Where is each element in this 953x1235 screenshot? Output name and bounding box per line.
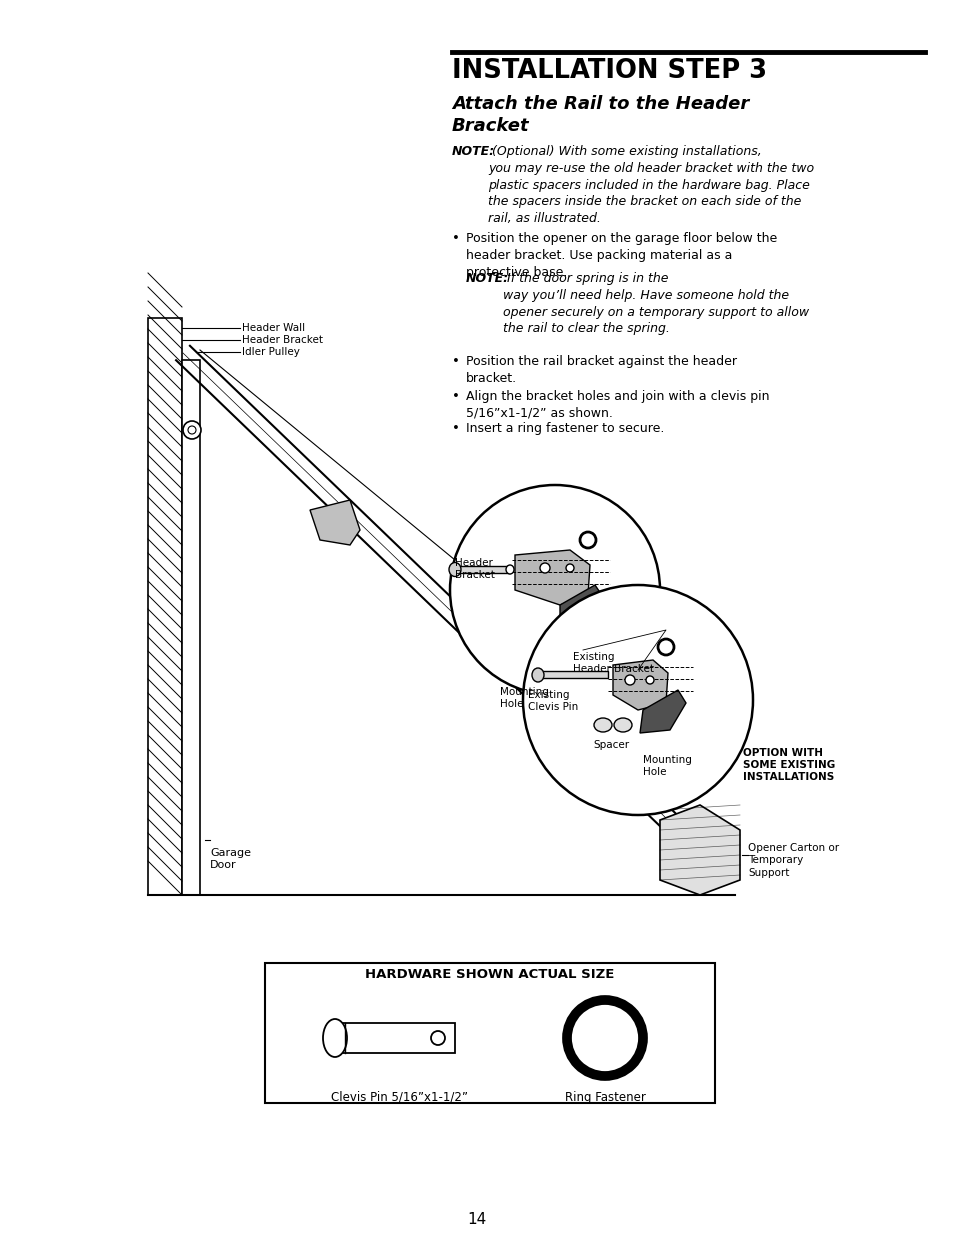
Text: Position the rail bracket against the header
bracket.: Position the rail bracket against the he… [465, 354, 737, 385]
Text: NOTE:: NOTE: [452, 144, 495, 158]
Text: •: • [452, 422, 459, 435]
Circle shape [539, 563, 550, 573]
Polygon shape [613, 659, 667, 710]
Ellipse shape [505, 564, 514, 574]
Ellipse shape [594, 718, 612, 732]
Text: Header Bracket: Header Bracket [242, 335, 323, 345]
Bar [537, 671, 607, 678]
Ellipse shape [532, 668, 543, 682]
Circle shape [582, 535, 593, 545]
Bar [455, 566, 510, 573]
Polygon shape [659, 805, 740, 895]
Bar [335, 1023, 455, 1053]
Circle shape [645, 676, 654, 684]
Text: Mounting
Hole: Mounting Hole [642, 755, 691, 777]
Text: Position the opener on the garage floor below the
header bracket. Use packing ma: Position the opener on the garage floor … [465, 232, 777, 279]
Polygon shape [515, 550, 589, 605]
Polygon shape [639, 690, 685, 734]
Text: (Optional) With some existing installations,
you may re-use the old header brack: (Optional) With some existing installati… [488, 144, 813, 225]
Text: Spacer: Spacer [593, 740, 628, 750]
Text: Insert a ring fastener to secure.: Insert a ring fastener to secure. [465, 422, 663, 435]
Circle shape [566, 1000, 642, 1076]
Ellipse shape [449, 562, 460, 577]
Text: Attach the Rail to the Header
Bracket: Attach the Rail to the Header Bracket [452, 95, 748, 135]
Circle shape [624, 676, 635, 685]
Text: Idler Pulley: Idler Pulley [242, 347, 299, 357]
Text: If the door spring is in the
way you’ll need help. Have someone hold the
opener : If the door spring is in the way you’ll … [502, 272, 808, 336]
Polygon shape [310, 500, 359, 545]
Bar [265, 963, 714, 1103]
Circle shape [565, 564, 574, 572]
Text: NOTE:: NOTE: [465, 272, 509, 285]
Text: OPTION WITH
SOME EXISTING
INSTALLATIONS: OPTION WITH SOME EXISTING INSTALLATIONS [742, 748, 835, 782]
Text: Clevis Pin 5/16”x1-1/2”: Clevis Pin 5/16”x1-1/2” [331, 1091, 468, 1104]
Text: •: • [452, 232, 459, 245]
Text: Ring Fastener: Ring Fastener [564, 1091, 645, 1104]
Text: Existing
Clevis Pin: Existing Clevis Pin [527, 690, 578, 713]
Ellipse shape [614, 718, 631, 732]
Polygon shape [559, 585, 604, 625]
Circle shape [183, 421, 201, 438]
Text: HARDWARE SHOWN ACTUAL SIZE: HARDWARE SHOWN ACTUAL SIZE [365, 968, 614, 981]
Text: 14: 14 [467, 1212, 486, 1228]
Circle shape [188, 426, 195, 433]
Text: Garage
Door: Garage Door [210, 848, 251, 871]
Text: INSTALLATION STEP 3: INSTALLATION STEP 3 [452, 58, 766, 84]
Text: Opener Carton or
Temporary
Support: Opener Carton or Temporary Support [747, 844, 839, 878]
Text: Header Wall: Header Wall [242, 324, 305, 333]
Text: Align the bracket holes and join with a clevis pin
5/16”x1-1/2” as shown.: Align the bracket holes and join with a … [465, 390, 769, 420]
Text: Header
Bracket: Header Bracket [455, 558, 495, 580]
Ellipse shape [323, 1019, 347, 1057]
Text: Mounting
Hole: Mounting Hole [499, 687, 548, 709]
Circle shape [522, 585, 752, 815]
Text: •: • [452, 354, 459, 368]
Circle shape [658, 638, 673, 655]
Circle shape [450, 485, 659, 695]
Circle shape [578, 1011, 631, 1065]
Text: Existing
Header Bracket: Existing Header Bracket [573, 652, 654, 674]
Circle shape [431, 1031, 444, 1045]
Bar [182, 359, 200, 895]
Circle shape [579, 532, 596, 548]
Text: •: • [452, 390, 459, 403]
Bar [148, 317, 182, 895]
